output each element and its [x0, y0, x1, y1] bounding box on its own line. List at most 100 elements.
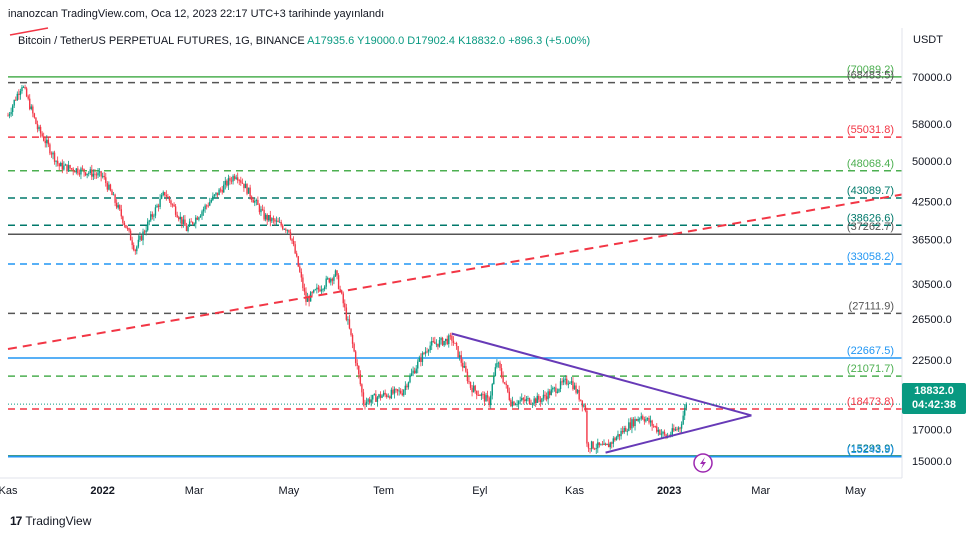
candle-body [173, 204, 175, 207]
symbol-header: Bitcoin / TetherUS PERPETUAL FUTURES, 1G… [18, 35, 590, 47]
candle-body [238, 180, 240, 182]
candle-body [134, 249, 136, 252]
candle-body [403, 390, 405, 396]
candle-body [162, 192, 164, 196]
candle-body [91, 169, 93, 177]
candle-body [136, 246, 138, 252]
candle-body [154, 207, 157, 216]
candle-body [615, 437, 618, 441]
candle-body [559, 381, 562, 390]
candle-body [354, 351, 357, 363]
candle-body [547, 391, 549, 400]
candle-body [611, 442, 613, 444]
candle-body [589, 448, 591, 450]
candle-body [46, 139, 48, 144]
candle-body [685, 404, 687, 408]
candle-body [221, 189, 223, 193]
candle-body [345, 307, 348, 320]
level-label: (68483.5) [847, 70, 894, 82]
candle-body [129, 230, 132, 241]
candle-body [479, 395, 481, 396]
candle-body [204, 205, 206, 210]
level-label: (22667.5) [847, 345, 894, 357]
candle-body [316, 287, 318, 290]
candle-body [294, 244, 296, 254]
candle-body [590, 441, 593, 449]
y-tick-label: 26500.0 [912, 314, 952, 326]
candle-body [216, 192, 219, 196]
candle-body [7, 115, 9, 117]
candle-body [333, 276, 335, 281]
candle-body [331, 278, 334, 281]
candle-body [25, 88, 28, 97]
candle-body [286, 229, 289, 231]
candle-body [586, 410, 588, 444]
candle-body [142, 231, 144, 241]
candle-body [215, 192, 217, 195]
candle-body [455, 342, 458, 347]
candle-body [415, 368, 417, 374]
candle-body [125, 225, 127, 229]
candle-body [274, 219, 276, 222]
candle-body [600, 444, 602, 446]
candle-body [507, 385, 509, 392]
x-tick-label: Eyl [472, 485, 487, 497]
candle-body [19, 91, 22, 95]
level-label: (21071.7) [847, 363, 894, 375]
y-tick-label: 50000.0 [912, 156, 952, 168]
candle-body [15, 99, 17, 101]
candle-body [151, 214, 154, 217]
candle-body [187, 226, 189, 231]
candle-body [635, 419, 638, 421]
candle-body [164, 192, 166, 196]
candle-body [32, 106, 34, 114]
candle-body [621, 430, 624, 433]
candle-body [165, 195, 168, 197]
candle-body [480, 393, 483, 396]
candle-body [52, 152, 54, 155]
candle-body [642, 416, 644, 420]
candle-body [682, 415, 684, 425]
candle-body [404, 385, 407, 391]
candle-body [80, 168, 82, 175]
candle-body [657, 429, 660, 432]
candle-body [268, 215, 270, 221]
x-tick-label: May [279, 485, 300, 497]
candle-body [580, 399, 582, 401]
candle-body [491, 384, 493, 396]
candle-body [97, 172, 99, 176]
candle-body [83, 168, 85, 173]
candle-body [13, 99, 15, 106]
lightning-bolt [700, 457, 706, 469]
candle-body [584, 405, 587, 411]
level-label: (27111.9) [849, 300, 894, 312]
currency-label[interactable]: USDT [913, 34, 943, 46]
candle-body [81, 168, 84, 170]
candle-body [601, 444, 604, 446]
candle-body [379, 394, 382, 398]
candle-body [604, 443, 607, 445]
candle-body [486, 395, 489, 398]
banner-accent-line [9, 27, 49, 36]
candle-body [232, 176, 234, 182]
time-axis[interactable]: Kas 2022 Mar May Tem Eyl Kas 2023 Mar May [0, 477, 902, 497]
candle-body [654, 426, 656, 427]
candles [7, 84, 687, 454]
candle-body [123, 222, 126, 226]
candle-body [101, 175, 104, 177]
candle-body [671, 428, 673, 435]
x-tick-label: Mar [751, 485, 770, 497]
candle-body [359, 374, 362, 385]
candle-body [638, 418, 641, 420]
candle-body [128, 228, 130, 231]
candle-body [271, 218, 273, 222]
tradingview-logo[interactable]: 17 TradingView [10, 514, 91, 528]
published-banner: inanozcan TradingView.com, Oca 12, 2023 … [8, 8, 385, 20]
candle-body [319, 289, 321, 292]
candle-body [328, 278, 330, 283]
candle-body [548, 391, 551, 396]
candle-body [362, 392, 365, 404]
candle-body [131, 240, 133, 246]
level-label: (15243.9) [847, 444, 894, 456]
